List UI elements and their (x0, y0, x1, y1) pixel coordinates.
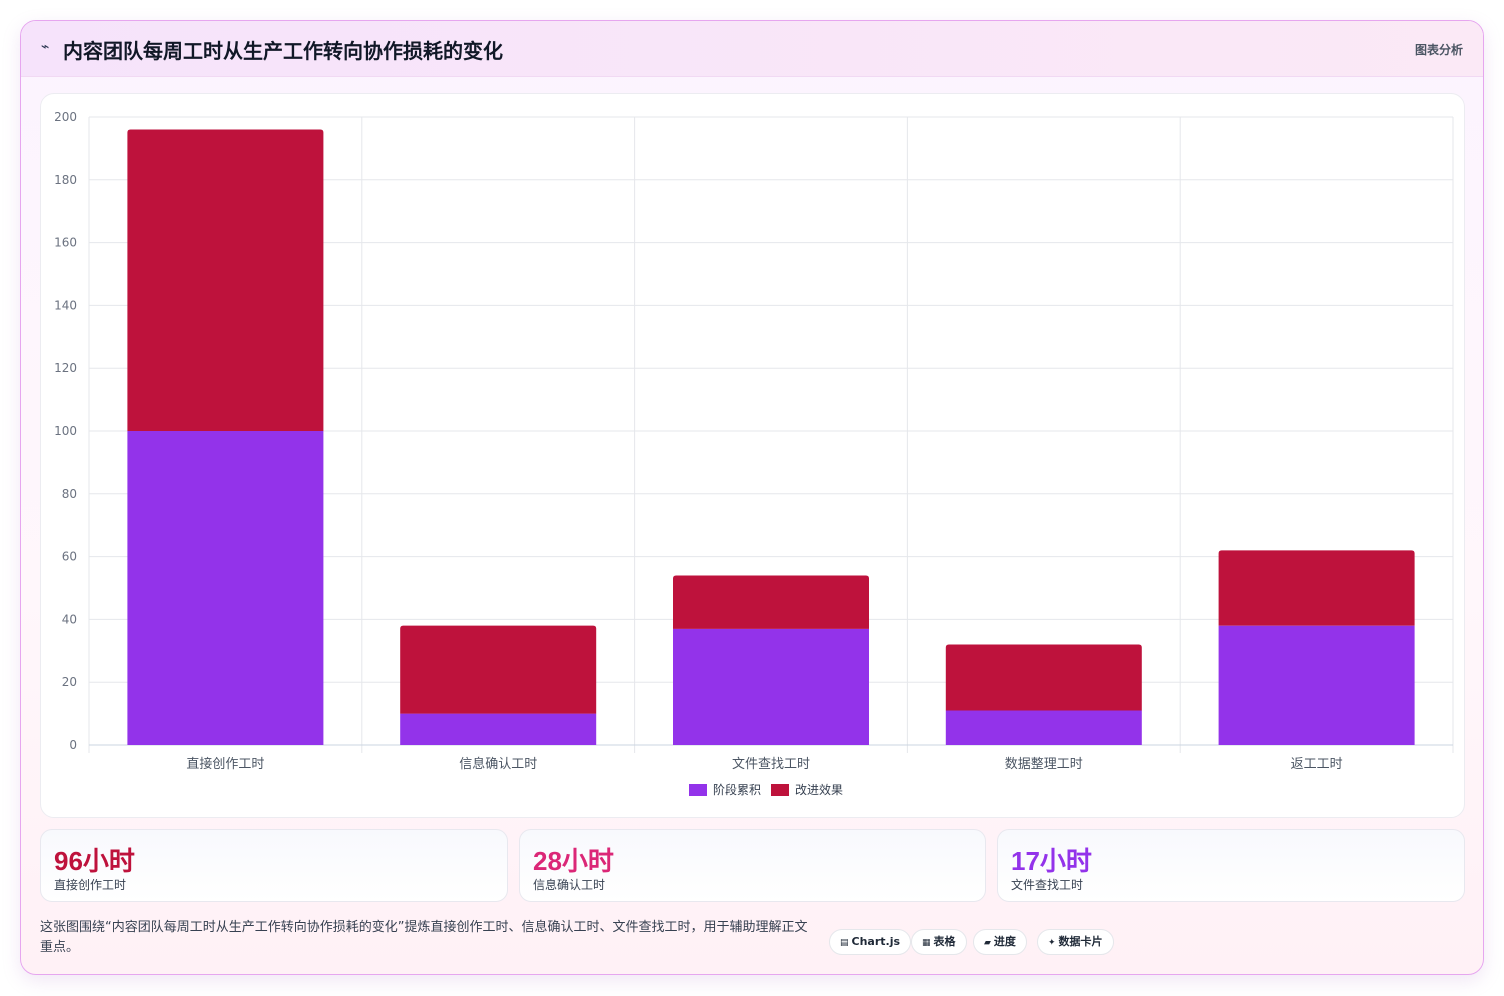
bar-segment (945, 710, 1142, 745)
legend-swatch (689, 784, 707, 796)
bar-segment (400, 625, 597, 714)
pill-label: 进度 (993, 935, 1016, 948)
y-tick-label: 100 (54, 424, 77, 438)
pill-label: 表格 (933, 935, 956, 948)
y-tick-label: 200 (54, 110, 77, 124)
y-tick-label: 0 (69, 738, 77, 752)
stat-value: 28小时 (533, 846, 614, 876)
chart-icon: ⌁ (41, 39, 50, 55)
stacked-bar-chart: 0 20 40 60 80 100 120 140 160 180 200 直接创作工时 信息确认工时 文… (54, 110, 1454, 797)
pill-progress[interactable]: ▰ 进度 (973, 929, 1027, 955)
legend-label: 改进效果 (795, 782, 843, 797)
y-tick-label: 20 (62, 675, 77, 689)
pill-label: 数据卡片 (1058, 935, 1103, 948)
chart-title: 内容团队每周工时从生产工作转向协作损耗的变化 (63, 39, 503, 63)
y-tick-label: 120 (54, 361, 77, 375)
chart-file-icon: ▤ (840, 938, 849, 948)
bar-segment (1218, 625, 1415, 745)
stat-value: 96小时 (54, 846, 135, 876)
y-tick-label: 60 (62, 550, 77, 564)
x-tick-label: 数据整理工时 (1005, 757, 1083, 772)
stat-label: 直接创作工时 (54, 878, 127, 892)
chart-description: 这张图围绕“内容团队每周工时从生产工作转向协作损耗的变化”提炼直接创作工时、信息… (40, 920, 808, 955)
y-tick-label: 40 (62, 612, 77, 626)
y-tick-label: 180 (54, 173, 77, 187)
y-tick-label: 80 (62, 487, 77, 501)
bar-segment (127, 431, 324, 745)
card-header: ⌁ 内容团队每周工时从生产工作转向协作损耗的变化 图表分析 (21, 21, 1483, 77)
bar-segment (400, 713, 597, 745)
bar-segment (945, 644, 1142, 711)
stat-value: 17小时 (1011, 846, 1092, 876)
bar-segment (127, 129, 324, 431)
x-tick-label: 直接创作工时 (186, 756, 264, 772)
table-icon: ▦ (922, 938, 931, 948)
bar-segment (673, 575, 869, 629)
sparkle-icon: ✦ (1048, 938, 1056, 948)
y-tick-label: 140 (54, 298, 77, 312)
bar-segment (673, 628, 869, 745)
stat-label: 文件查找工时 (1011, 878, 1084, 892)
x-tick-label: 信息确认工时 (459, 756, 537, 772)
stat-card-1: 96小时 直接创作工时 (40, 829, 508, 902)
legend-label: 阶段累积 (713, 782, 761, 797)
bar-segment (1218, 550, 1415, 626)
chart-panel: 0 20 40 60 80 100 120 140 160 180 200 直接创作工时 信息确认工时 文… (40, 93, 1465, 818)
stat-label: 信息确认工时 (533, 878, 606, 892)
stat-card-3: 17小时 文件查找工时 (997, 829, 1465, 902)
pill-label: Chart.js (851, 935, 901, 948)
chart-analysis-button[interactable]: 图表分析 (1414, 43, 1463, 57)
y-tick-label: 160 (54, 236, 77, 250)
x-tick-label: 文件查找工时 (732, 757, 810, 772)
legend-swatch (771, 784, 789, 796)
pill-chartjs[interactable]: ▤ Chart.js (829, 929, 912, 955)
pill-data-card[interactable]: ✦ 数据卡片 (1037, 929, 1114, 955)
stat-card-2: 28小时 信息确认工时 (519, 829, 986, 902)
x-tick-label: 返工工时 (1291, 757, 1343, 772)
progress-icon: ▰ (984, 938, 991, 948)
pill-table[interactable]: ▦ 表格 (911, 929, 967, 955)
chart-card: ⌁ 内容团队每周工时从生产工作转向协作损耗的变化 图表分析 0 20 40 60 80 1… (20, 20, 1484, 975)
